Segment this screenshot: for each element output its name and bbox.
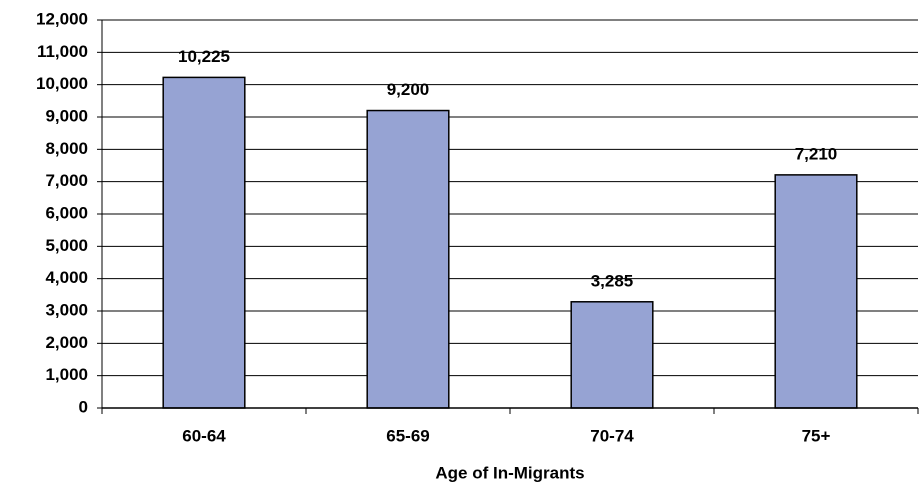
y-tick-label: 8,000 — [45, 139, 88, 158]
bar — [570, 301, 654, 409]
y-tick-label: 7,000 — [45, 171, 88, 190]
y-tick-label: 0 — [79, 397, 88, 416]
y-tick-label: 9,000 — [45, 106, 88, 125]
bar — [162, 76, 246, 409]
y-tick-label: 3,000 — [45, 300, 88, 319]
y-tick-label: 11,000 — [37, 42, 88, 61]
bar — [774, 174, 858, 409]
y-tick-label: 12,000 — [36, 9, 88, 28]
bar — [366, 109, 450, 409]
data-label: 7,210 — [795, 144, 838, 163]
y-tick-label: 6,000 — [45, 203, 88, 222]
y-tick-label: 10,000 — [36, 74, 88, 93]
x-tick-label: 70-74 — [590, 426, 634, 445]
x-tick-label: 60-64 — [182, 426, 226, 445]
y-tick-label: 5,000 — [45, 236, 88, 255]
data-label: 3,285 — [591, 271, 634, 290]
x-axis-title: Age of In-Migrants — [435, 463, 584, 482]
y-tick-label: 2,000 — [45, 333, 88, 352]
data-label: 9,200 — [387, 80, 430, 99]
x-tick-label: 75+ — [802, 426, 831, 445]
x-tick-label: 65-69 — [386, 426, 429, 445]
data-label: 10,225 — [178, 47, 230, 66]
y-tick-label: 4,000 — [45, 268, 88, 287]
y-tick-label: 1,000 — [45, 365, 88, 384]
